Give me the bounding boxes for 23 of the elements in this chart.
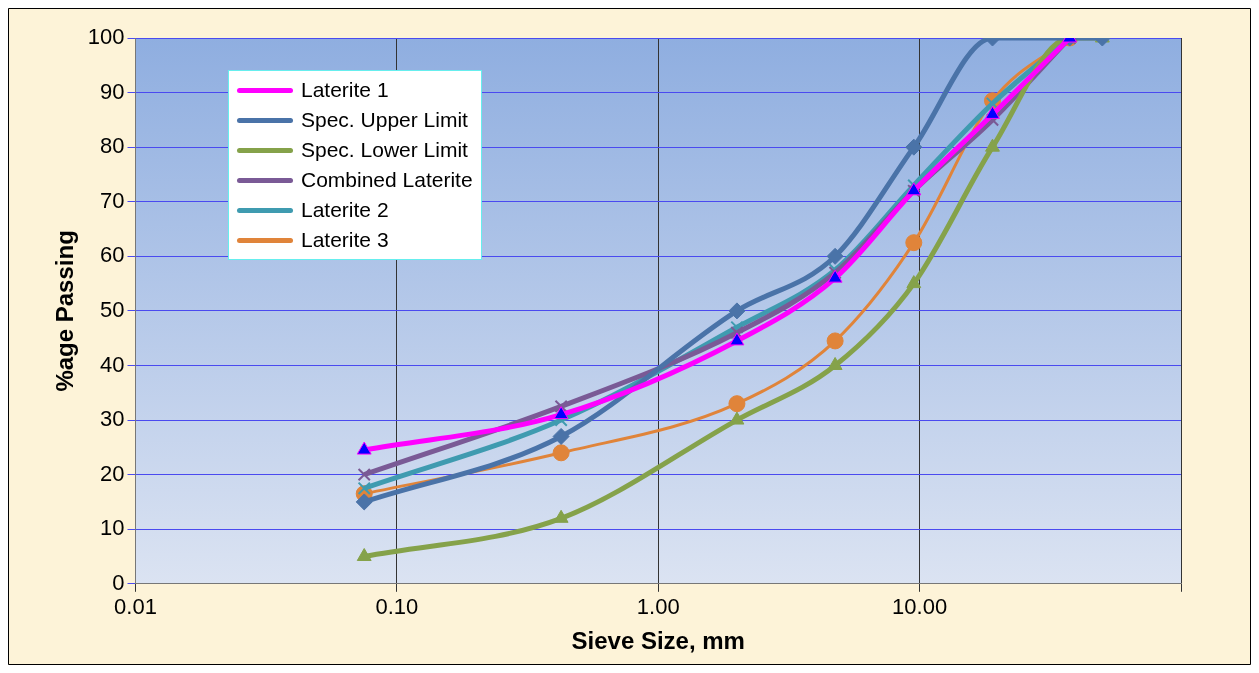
legend-label: Laterite 1 [301, 77, 389, 103]
legend-label: Combined Laterite [301, 167, 473, 193]
legend-label: Laterite 2 [301, 197, 389, 223]
x-tick-label: 0.10 [375, 594, 419, 620]
x-tick-label: 10.00 [892, 594, 948, 620]
y-tick-label: 40 [100, 351, 125, 377]
y-tick-label: 60 [100, 242, 125, 268]
y-tick-label: 20 [100, 460, 125, 486]
x-tick-label: 1.00 [636, 594, 680, 620]
x-axis-title: Sieve Size, mm [571, 627, 745, 655]
x-tick-label: 0.01 [114, 594, 157, 620]
y-tick-label: 50 [100, 296, 125, 322]
y-tick-label: 100 [87, 24, 125, 50]
y-tick-label: 30 [100, 406, 125, 432]
legend-label: Spec. Upper Limit [301, 107, 468, 133]
y-tick-label: 80 [100, 133, 125, 159]
y-tick-label: 90 [100, 78, 125, 104]
y-axis-title: %age Passing [51, 230, 79, 392]
legend-label: Spec. Lower Limit [301, 137, 468, 163]
y-tick-label: 10 [100, 515, 125, 541]
y-tick-label: 70 [100, 187, 125, 213]
legend-label: Laterite 3 [301, 227, 389, 253]
y-tick-label: 0 [112, 569, 125, 595]
